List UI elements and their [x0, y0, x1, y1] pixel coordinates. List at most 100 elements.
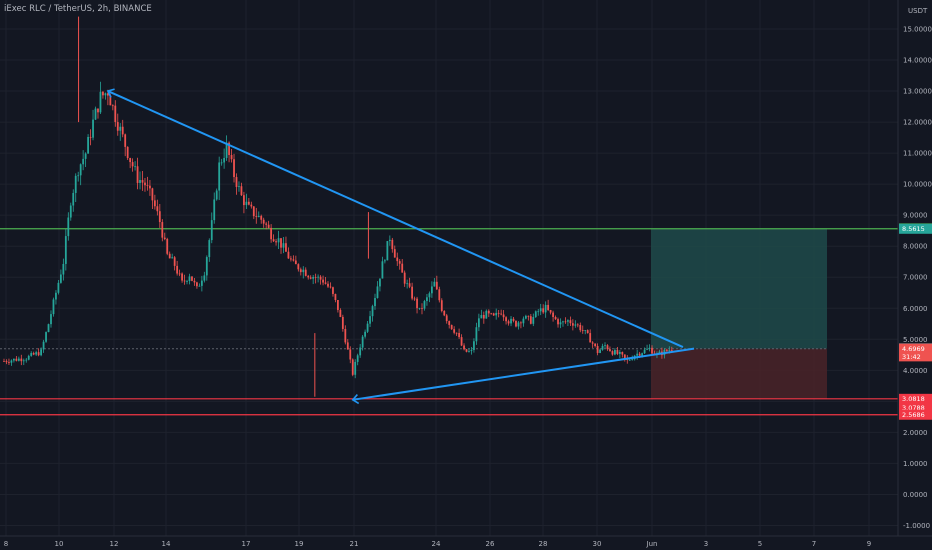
candle-body — [492, 313, 495, 316]
candle-body — [411, 286, 413, 299]
candle-body — [571, 323, 574, 326]
price-tick-label: 14.0000 — [903, 57, 932, 65]
candle-body — [559, 322, 562, 325]
candle-body — [426, 297, 428, 302]
candle-body — [297, 264, 300, 270]
candle-body — [134, 166, 136, 168]
candle-body — [490, 313, 493, 315]
candle-body — [398, 261, 401, 264]
candle-body — [235, 177, 238, 187]
candle-body — [161, 222, 164, 238]
candle-body — [460, 337, 463, 346]
candle-body — [638, 353, 641, 356]
candle-body — [111, 105, 114, 107]
price-tick-label: 13.0000 — [903, 88, 932, 96]
candle-body — [35, 352, 38, 355]
candle-body — [386, 241, 389, 261]
candle-body — [272, 239, 275, 242]
candle-body — [27, 355, 30, 360]
candle-body — [515, 320, 517, 327]
candle-body — [87, 136, 89, 154]
candle-body — [158, 211, 161, 223]
candle-body — [166, 239, 169, 254]
candle-body — [228, 142, 230, 156]
price-tick-label: 5.0000 — [903, 336, 928, 344]
candle-body — [440, 300, 443, 311]
long-position-tool[interactable] — [0, 228, 827, 399]
candle-body — [168, 253, 171, 259]
candle-body — [198, 285, 201, 287]
price-tick-label: 8.0000 — [903, 243, 928, 251]
candle-body — [557, 319, 559, 325]
candle-body — [416, 298, 418, 309]
candle-body — [250, 204, 253, 207]
price-tag-label: 3.0788 — [902, 404, 925, 412]
candle-body — [480, 315, 483, 319]
candle-body — [529, 316, 532, 324]
time-tick-label: 9 — [867, 540, 871, 548]
candle-body — [260, 215, 263, 220]
trendline-arrowhead — [106, 88, 115, 98]
candle-body — [505, 317, 507, 322]
candle-body — [22, 360, 25, 362]
time-tick-label: 17 — [242, 540, 251, 548]
candle-body — [287, 251, 290, 259]
candle-body — [294, 260, 297, 265]
time-tick-label: 21 — [350, 540, 359, 548]
candle-body — [302, 269, 305, 273]
candle-body — [223, 157, 226, 163]
candle-body — [651, 347, 653, 354]
candle-body — [153, 200, 156, 207]
time-tick-label: 14 — [162, 540, 171, 548]
candle-body — [275, 241, 277, 243]
candle-body — [443, 310, 446, 316]
time-tick-label: 24 — [432, 540, 441, 548]
horizontal-price-lines[interactable] — [0, 228, 898, 416]
time-tick-label: 7 — [812, 540, 816, 548]
trendline-drawings[interactable] — [106, 88, 695, 405]
candle-body — [290, 258, 292, 260]
candle-body — [205, 257, 208, 276]
candle-body — [89, 136, 92, 138]
candle-body — [74, 175, 77, 193]
candle-body — [183, 280, 186, 282]
candle-body — [618, 351, 621, 354]
candle-body — [507, 321, 510, 324]
candle-body — [267, 224, 270, 228]
candle-body — [423, 301, 426, 309]
price-axis-tags: 8.57508.56154.70544.696931:423.08183.078… — [899, 223, 932, 420]
candle-body — [329, 286, 332, 288]
time-tick-label: 8 — [4, 540, 8, 548]
candle-body — [668, 350, 671, 351]
price-tag-label: 4.6969 — [902, 345, 925, 353]
candle-body — [247, 201, 250, 205]
symbol-info-label[interactable]: iExec RLC / TetherUS, 2h, BINANCE — [4, 4, 152, 14]
candle-body — [178, 273, 181, 275]
candle-body — [84, 153, 87, 159]
candle-body — [534, 311, 537, 317]
candle-body — [67, 217, 70, 237]
price-tag — [899, 402, 932, 413]
candle-body — [520, 322, 522, 324]
candle-body — [5, 361, 8, 363]
candle-body — [126, 146, 129, 159]
time-tick-label: 5 — [758, 540, 762, 548]
price-tag — [899, 223, 932, 234]
time-axis[interactable]: 8 10 12 14 17 19 21 24 26 28 30 Jun 3 5 7 9 — [4, 540, 871, 548]
time-tick-label: 3 — [704, 540, 708, 548]
candle-body — [438, 289, 441, 301]
price-axis-unit: USDT — [908, 7, 928, 15]
candle-body — [482, 315, 485, 319]
loss-zone — [651, 348, 827, 399]
candle-body — [401, 263, 404, 273]
candle-body — [383, 260, 386, 262]
candle-body — [500, 313, 503, 315]
candle-body — [173, 257, 176, 266]
candle-body — [552, 312, 554, 317]
candle-body — [17, 358, 20, 361]
candle-body — [473, 341, 475, 350]
price-axis[interactable]: 15.0000 14.0000 13.0000 12.0000 11.0000 10.00… — [903, 26, 932, 530]
price-tag-label: 3.0818 — [902, 395, 925, 403]
candle-body — [614, 350, 616, 355]
